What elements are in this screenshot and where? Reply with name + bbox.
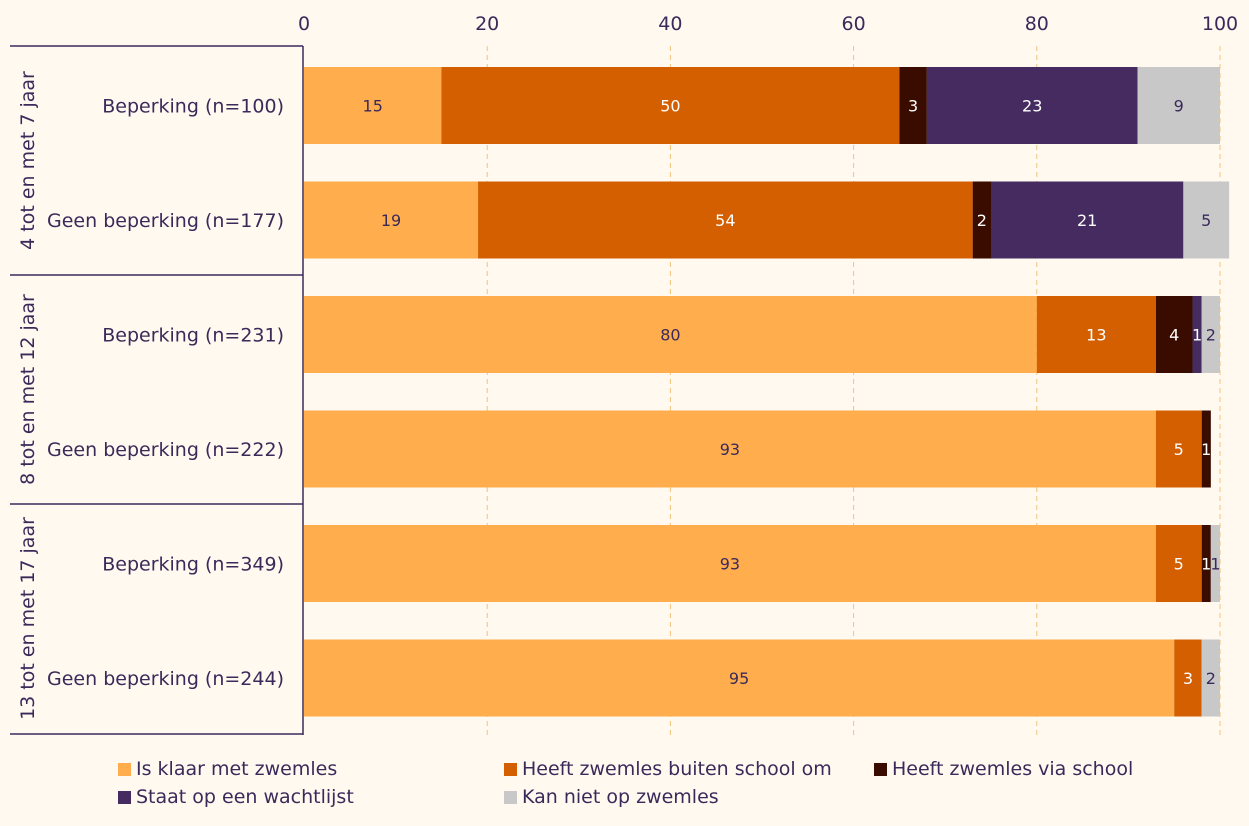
data-label: 1 <box>1210 555 1220 574</box>
data-label: 93 <box>720 440 740 459</box>
category-label: Beperking (n=231) <box>102 325 284 347</box>
data-label: 1 <box>1192 326 1202 345</box>
data-label: 23 <box>1022 97 1042 116</box>
legend-label: Is klaar met zwemles <box>136 758 338 780</box>
bar-segment <box>1036 296 1156 373</box>
data-label: 4 <box>1169 326 1179 345</box>
bar-segment <box>1155 525 1202 602</box>
bar-segment <box>991 181 1184 259</box>
group-labels: 4 tot en met 7 jaar 8 tot en met 12 jaar 1… <box>17 71 39 720</box>
legend: Is klaar met zwemles Heeft zwemles buiten… <box>118 758 1218 808</box>
category-label: Beperking (n=349) <box>102 554 284 576</box>
bar-segment <box>1210 525 1220 602</box>
legend-item: Kan niet op zwemles <box>504 786 874 808</box>
bar-segment <box>972 181 991 259</box>
data-label: 2 <box>1206 326 1216 345</box>
bar-segment <box>478 181 973 259</box>
x-tick-label: 80 <box>1025 13 1049 35</box>
axis-lines <box>10 45 304 735</box>
bar-segment <box>304 181 479 259</box>
legend-item: Heeft zwemles buiten school om <box>504 758 874 780</box>
data-label: 50 <box>660 97 680 116</box>
data-label: 2 <box>1206 669 1216 688</box>
legend-swatch <box>504 762 517 776</box>
data-label: 3 <box>908 97 918 116</box>
data-label: 54 <box>715 211 735 230</box>
bar-segment <box>926 67 1138 144</box>
bar-segment <box>1201 410 1211 488</box>
bar-segment <box>1155 296 1193 373</box>
bar-segment <box>304 296 1037 373</box>
bar-segment <box>1174 639 1202 717</box>
category-label: Geen beperking (n=222) <box>47 439 284 461</box>
legend-swatch <box>118 790 131 804</box>
bar-segment <box>304 67 442 144</box>
legend-label: Heeft zwemles buiten school om <box>522 758 832 780</box>
x-tick-label: 100 <box>1202 13 1238 35</box>
legend-label: Staat op een wachtlijst <box>136 786 354 808</box>
data-label: 5 <box>1174 555 1184 574</box>
x-tick-label: 20 <box>475 13 499 35</box>
legend-item: Staat op een wachtlijst <box>118 786 504 808</box>
legend-swatch <box>118 762 131 776</box>
category-label: Beperking (n=100) <box>102 96 284 118</box>
bar-segment <box>1192 296 1202 373</box>
data-label: 80 <box>660 326 680 345</box>
x-tick-label: 60 <box>842 13 866 35</box>
group-label: 4 tot en met 7 jaar <box>17 71 39 250</box>
category-label: Geen beperking (n=177) <box>47 210 284 232</box>
bar-segment <box>1201 639 1220 717</box>
data-label: 5 <box>1201 211 1211 230</box>
data-label: 19 <box>381 211 401 230</box>
legend-label: Kan niet op zwemles <box>522 786 719 808</box>
x-tick-label: 40 <box>658 13 682 35</box>
data-label: 1 <box>1201 440 1211 459</box>
data-label: 9 <box>1174 97 1184 116</box>
row-labels: Beperking (n=100) Geen beperking (n=177) B… <box>47 96 284 691</box>
bar-segment <box>441 67 900 144</box>
data-label: 2 <box>977 211 987 230</box>
data-label: 1 <box>1201 555 1211 574</box>
legend-swatch <box>874 762 887 776</box>
bar-segment <box>1201 296 1220 373</box>
data-label: 93 <box>720 555 740 574</box>
bar-segment <box>899 67 927 144</box>
group-label: 13 tot en met 17 jaar <box>17 517 39 720</box>
bar-segment <box>304 639 1175 717</box>
data-label: 15 <box>363 97 383 116</box>
x-tick-label: 0 <box>298 13 310 35</box>
stacked-bar-chart: 0 20 40 60 80 100 15 50 3 23 919 54 2 21 580 13 4 1 293 5 1… <box>10 13 1238 735</box>
group-label: 8 tot en met 12 jaar <box>17 294 39 485</box>
bar-segment <box>304 525 1156 602</box>
bar-segment <box>1155 410 1202 488</box>
data-label: 21 <box>1077 211 1097 230</box>
legend-label: Heeft zwemles via school <box>892 758 1134 780</box>
bar-segment <box>1201 525 1211 602</box>
bar-segment <box>304 410 1156 488</box>
category-label: Geen beperking (n=244) <box>47 668 284 690</box>
data-label: 5 <box>1174 440 1184 459</box>
data-label: 13 <box>1086 326 1106 345</box>
x-axis-ticks: 0 20 40 60 80 100 <box>298 13 1238 35</box>
gridlines <box>486 46 1221 735</box>
legend-item: Heeft zwemles via school <box>874 758 1174 780</box>
legend-swatch <box>504 790 517 804</box>
legend-item: Is klaar met zwemles <box>118 758 504 780</box>
bar-segment <box>1183 181 1230 259</box>
data-label: 95 <box>729 669 749 688</box>
bar-segment <box>1137 67 1220 144</box>
data-label: 3 <box>1183 669 1193 688</box>
